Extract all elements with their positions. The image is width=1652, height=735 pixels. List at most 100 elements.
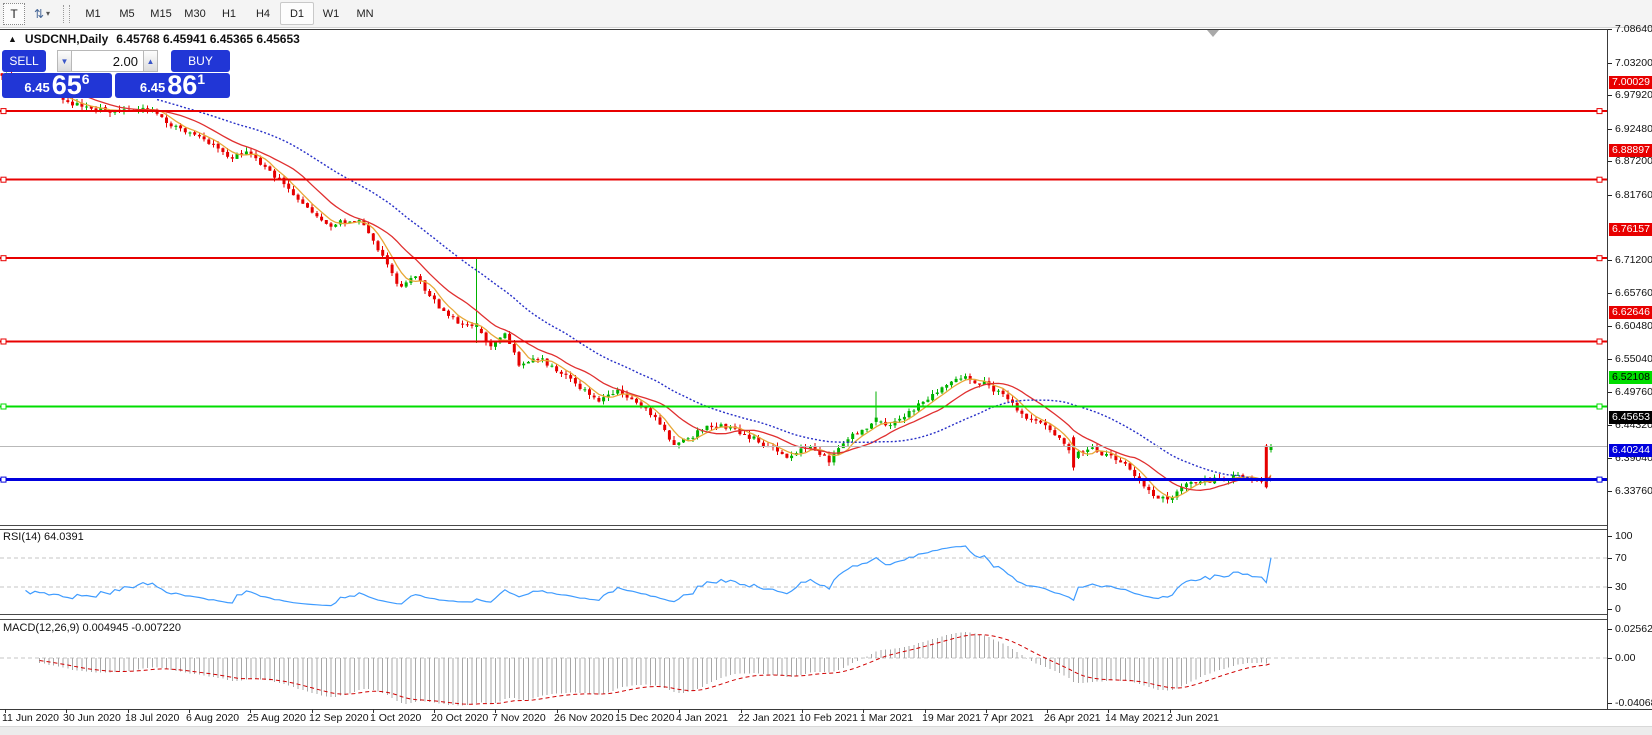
line-anchor-handle[interactable]	[1596, 338, 1603, 345]
timeframe-button-h4[interactable]: H4	[255, 7, 271, 20]
candle	[174, 125, 178, 127]
price-axis-tick	[1608, 260, 1612, 261]
candle	[606, 394, 610, 398]
candle	[235, 153, 239, 159]
price-axis[interactable]: 7.08640 7.03200 6.97920 6.92480 6.87200 6.817…	[1607, 23, 1652, 709]
candle	[870, 423, 873, 429]
cursor-arrows-dropdown-button[interactable]: ⇅ ▾	[25, 3, 59, 25]
candle	[1152, 489, 1155, 496]
timeframe-button-d1[interactable]: D1	[280, 2, 314, 25]
level-price-label[interactable]: 7.00029	[1609, 76, 1652, 89]
timeframe-button-m5[interactable]: M5	[119, 7, 135, 20]
candle	[1025, 413, 1029, 419]
line-anchor-handle[interactable]	[1596, 108, 1603, 115]
timeframe-button-w1[interactable]: W1	[322, 7, 340, 20]
candle	[71, 101, 74, 106]
chevron-down-icon: ▾	[46, 9, 51, 18]
line-anchor-handle[interactable]	[0, 108, 7, 115]
candle	[508, 333, 512, 344]
timeframe-button-h1[interactable]: H1	[221, 7, 237, 20]
candle	[1058, 435, 1061, 438]
candle	[244, 151, 248, 155]
candle	[451, 316, 455, 318]
main-price-chart[interactable]	[0, 29, 1607, 525]
line-anchor-handle[interactable]	[0, 176, 7, 183]
date-axis-tick	[863, 709, 864, 713]
candle	[437, 299, 441, 309]
text-tool-button[interactable]: T	[3, 2, 25, 25]
timeframe-button-m1[interactable]: M1	[85, 7, 101, 20]
price-axis-tick	[1608, 63, 1612, 64]
price-axis-tick-label: 6.97920	[1615, 89, 1652, 101]
candle	[494, 342, 497, 347]
date-axis-tick	[66, 709, 67, 713]
volume-decrease-button[interactable]: ▼	[57, 50, 72, 72]
candle	[1180, 486, 1184, 492]
date-axis-label: 11 Jun 2020	[2, 712, 60, 724]
date-axis-label: 12 Sep 2020	[309, 712, 369, 724]
candle	[846, 439, 850, 443]
level-price-label[interactable]: 6.88897	[1609, 144, 1652, 157]
volume-increase-button[interactable]: ▲	[143, 50, 158, 72]
date-axis[interactable]: 11 Jun 2020 30 Jun 2020 18 Jul 2020 6 Aug 2…	[0, 709, 1652, 726]
pane-separator[interactable]	[0, 614, 1652, 620]
candle	[329, 223, 333, 227]
level-price-label[interactable]: 6.62646	[1609, 306, 1652, 319]
candle	[1189, 482, 1193, 484]
rsi-pane[interactable]	[0, 529, 1607, 614]
price-axis-tick-label: 7.08640	[1615, 23, 1652, 35]
candle	[277, 177, 281, 179]
candle	[179, 125, 183, 129]
candle	[602, 397, 606, 402]
date-axis-label: 26 Apr 2021	[1044, 712, 1101, 724]
line-anchor-handle[interactable]	[0, 255, 7, 262]
chart-shift-marker-icon[interactable]	[1207, 30, 1219, 37]
line-anchor-handle[interactable]	[0, 476, 7, 483]
candle	[541, 358, 544, 360]
candle	[1133, 469, 1137, 477]
candle	[226, 151, 230, 157]
line-anchor-handle[interactable]	[1596, 176, 1603, 183]
candle	[395, 273, 399, 284]
date-axis-tick	[679, 709, 680, 713]
candle	[583, 389, 587, 391]
line-anchor-handle[interactable]	[0, 338, 7, 345]
candle	[653, 414, 657, 418]
level-price-label[interactable]: 6.76157	[1609, 223, 1652, 236]
candle	[1142, 480, 1146, 487]
buy-button[interactable]: BUY	[171, 50, 230, 72]
timeframe-button-m15[interactable]: M15	[150, 7, 172, 20]
date-axis-label: 19 Mar 2021	[922, 712, 981, 724]
date-axis-tick	[5, 709, 6, 713]
price-axis-tick-label: 6.60480	[1615, 320, 1652, 332]
timeframe-button-m30[interactable]: M30	[184, 7, 206, 20]
sell-price-display[interactable]: 6.45 65 6	[2, 71, 112, 99]
price-axis-tick-label: 6.71200	[1615, 254, 1652, 266]
level-price-label[interactable]: 6.52108	[1609, 371, 1652, 384]
pane-separator[interactable]	[0, 525, 1652, 530]
macd-pane[interactable]	[0, 620, 1607, 709]
sell-price-base: 6.45	[24, 80, 50, 95]
rsi-axis-tick	[1608, 609, 1612, 610]
timeframe-button-mn[interactable]: MN	[356, 7, 374, 20]
status-strip	[0, 726, 1652, 735]
volume-input[interactable]: 2.00	[72, 50, 143, 72]
line-anchor-handle[interactable]	[0, 403, 7, 410]
candle	[893, 421, 897, 426]
line-anchor-handle[interactable]	[1596, 255, 1603, 262]
sell-button[interactable]: SELL	[2, 50, 46, 72]
price-axis-tick	[1608, 425, 1612, 426]
candle	[912, 410, 916, 412]
level-price-label[interactable]: 6.40244	[1609, 444, 1652, 457]
candle	[682, 438, 685, 443]
candle	[935, 392, 939, 394]
candle	[691, 437, 695, 439]
chart-toolbar: T ⇅ ▾ M1 M5 M15 M30 H1 H4 D1 W1 MN	[0, 0, 1652, 28]
line-anchor-handle[interactable]	[1596, 403, 1603, 410]
candle	[66, 100, 70, 102]
candle	[526, 361, 530, 364]
candle	[456, 317, 460, 324]
price-axis-tick	[1608, 359, 1612, 360]
line-anchor-handle[interactable]	[1596, 476, 1603, 483]
buy-price-display[interactable]: 6.45 86 1	[115, 71, 230, 99]
